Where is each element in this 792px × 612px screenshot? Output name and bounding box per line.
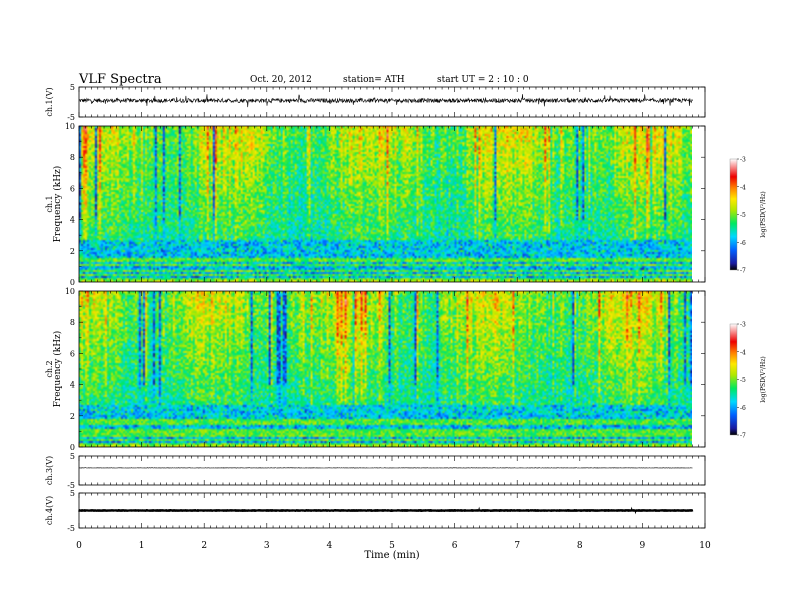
- colorbars-layer: -3 -4 -5 -6 -7 log(PSD(V²/Hz) -3 -4 -5 -6 -7 log(PS…: [729, 157, 767, 440]
- y-tick-label: 8: [70, 153, 75, 162]
- panel-3: 0 2 4 6 8 10 ch.2 Frequency (kHz): [45, 287, 706, 452]
- x-tick-label: 9: [640, 541, 646, 551]
- y-tick-label: 10: [65, 122, 75, 131]
- y-tick-label: 2: [70, 247, 75, 256]
- panel-frame: [78, 492, 706, 529]
- y-tick-label: 6: [70, 184, 75, 193]
- colorbar-gradient: [729, 158, 738, 271]
- panel-frame: [78, 455, 706, 486]
- figure-title: VLF Spectra: [78, 72, 162, 87]
- frequency-axis-label: Frequency (kHz): [52, 166, 63, 243]
- panel-channel-label: ch.1: [45, 195, 54, 212]
- x-tick-label: 8: [577, 541, 583, 551]
- start-time-label: start UT = 2 : 10 : 0: [437, 75, 529, 85]
- x-tick-label: 10: [699, 541, 711, 551]
- spectrogram-image: [79, 126, 692, 282]
- panel-4: 5 -5 ch.3(V): [45, 452, 706, 490]
- panel-2: 0 2 4 6 8 10 ch.1 Frequency (kHz): [45, 122, 706, 287]
- y-tick-label: 6: [70, 349, 75, 358]
- y-tick-label: -5: [67, 524, 75, 533]
- date-label: Oct. 20, 2012: [250, 75, 312, 85]
- colorbar-tick-label: -5: [740, 212, 746, 219]
- y-tick-label: 5: [70, 83, 75, 92]
- y-tick-label: 8: [70, 318, 75, 327]
- x-axis: 0 1 2 3 4 5 6 7 8 9 10: [76, 541, 711, 551]
- colorbar-tick-label: -4: [740, 349, 746, 356]
- x-tick-label: 0: [76, 541, 82, 551]
- colorbar-tick-label: -3: [740, 157, 746, 164]
- x-tick-label: 4: [327, 541, 333, 551]
- y-tick-label: 10: [65, 287, 75, 296]
- y-tick-label: 0: [70, 278, 75, 287]
- x-tick-label: 7: [514, 541, 520, 551]
- x-tick-label: 1: [139, 541, 145, 551]
- panel-1: 5 -5 ch.1(V): [45, 83, 706, 122]
- voltage-axis-label: ch.1(V): [45, 87, 54, 116]
- colorbar-tick-label: -4: [740, 184, 746, 191]
- station-label: station= ATH: [343, 75, 405, 85]
- panel-5: 5 -5 ch.4(V): [45, 489, 706, 533]
- panel-channel-label: ch.2: [45, 360, 54, 377]
- colorbar-tick-label: -7: [740, 268, 746, 275]
- figure-header: VLF Spectra Oct. 20, 2012 station= ATH s…: [78, 72, 529, 87]
- colorbar-tick-label: -6: [740, 405, 746, 412]
- spectrogram-image: [79, 291, 692, 447]
- y-tick-label: 5: [70, 452, 75, 461]
- colorbar: -3 -4 -5 -6 -7 log(PSD(V²/Hz): [729, 322, 767, 440]
- y-tick-label: 0: [70, 443, 75, 452]
- colorbar-label: log(PSD(V²/Hz): [760, 191, 767, 238]
- colorbar-gradient: [729, 323, 738, 436]
- waveform-trace: [78, 506, 694, 515]
- x-axis-label: Time (min): [364, 550, 419, 561]
- colorbar-tick-label: -5: [740, 377, 746, 384]
- y-tick-label: -5: [67, 481, 75, 490]
- y-tick-label: 5: [70, 489, 75, 498]
- voltage-axis-label: ch.4(V): [45, 496, 54, 525]
- y-tick-label: -5: [67, 113, 75, 122]
- colorbar: -3 -4 -5 -6 -7 log(PSD(V²/Hz): [729, 157, 767, 275]
- colorbar-tick-label: -6: [740, 240, 746, 247]
- y-tick-label: 4: [70, 381, 75, 390]
- y-tick-label: 2: [70, 412, 75, 421]
- x-tick-label: 5: [389, 541, 395, 551]
- colorbar-tick-label: -3: [740, 322, 746, 329]
- frequency-axis-label: Frequency (kHz): [52, 331, 63, 408]
- panel-frame: [78, 86, 706, 118]
- voltage-axis-label: ch.3(V): [45, 456, 54, 485]
- x-tick-label: 3: [264, 541, 270, 551]
- colorbar-label: log(PSD(V²/Hz): [760, 356, 767, 403]
- y-tick-label: 4: [70, 216, 75, 225]
- waveform-trace: [78, 94, 693, 108]
- x-tick-label: 6: [452, 541, 458, 551]
- x-tick-label: 2: [201, 541, 207, 551]
- colorbar-tick-label: -7: [740, 433, 746, 440]
